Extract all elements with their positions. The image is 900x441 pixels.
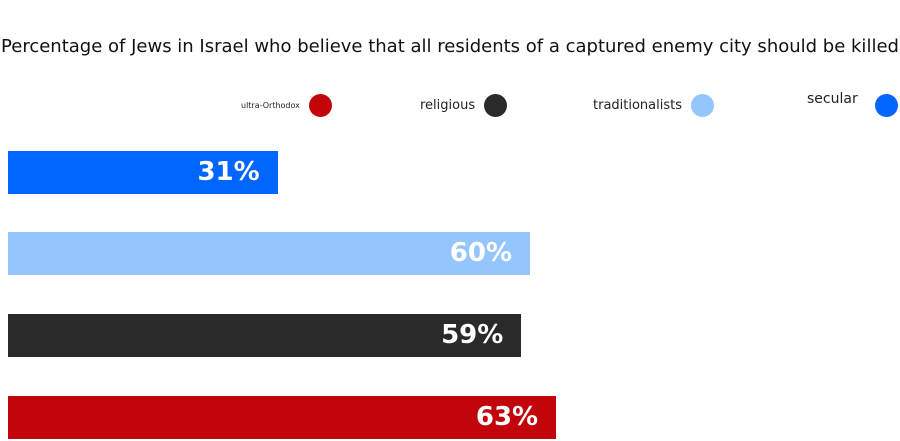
legend-label-religious: religious xyxy=(420,97,476,113)
legend-item-secular: secular xyxy=(807,90,898,117)
bar-religious: 59% xyxy=(8,314,522,357)
bar-ultra-orthodox: 63% xyxy=(8,396,557,439)
legend-dot-religious xyxy=(484,93,508,117)
legend-label-secular: secular xyxy=(807,91,858,107)
legend-dot-ultra-orthodox xyxy=(308,93,332,117)
legend-item-ultra-orthodox: ultra-Orthodox xyxy=(241,93,332,117)
chart-title: Percentage of Jews in Israel who believe… xyxy=(1,36,899,57)
legend-label-traditionalists: traditionalists xyxy=(593,97,683,113)
bar-value-label-religious: 59% xyxy=(441,320,504,350)
bar-value-label-traditionalists: 60% xyxy=(449,238,512,268)
legend-item-religious: religious xyxy=(420,93,508,117)
bar-value-label-secular: 31% xyxy=(197,157,260,187)
bar-secular: 31% xyxy=(8,151,278,194)
legend-dot-secular xyxy=(874,93,898,117)
legend-dot-traditionalists xyxy=(691,93,715,117)
bar-traditionalists: 60% xyxy=(8,232,530,275)
bar-value-label-ultra-orthodox: 63% xyxy=(475,402,539,432)
legend-label-ultra-orthodox: ultra-Orthodox xyxy=(241,100,300,110)
legend-item-traditionalists: traditionalists xyxy=(593,93,715,117)
